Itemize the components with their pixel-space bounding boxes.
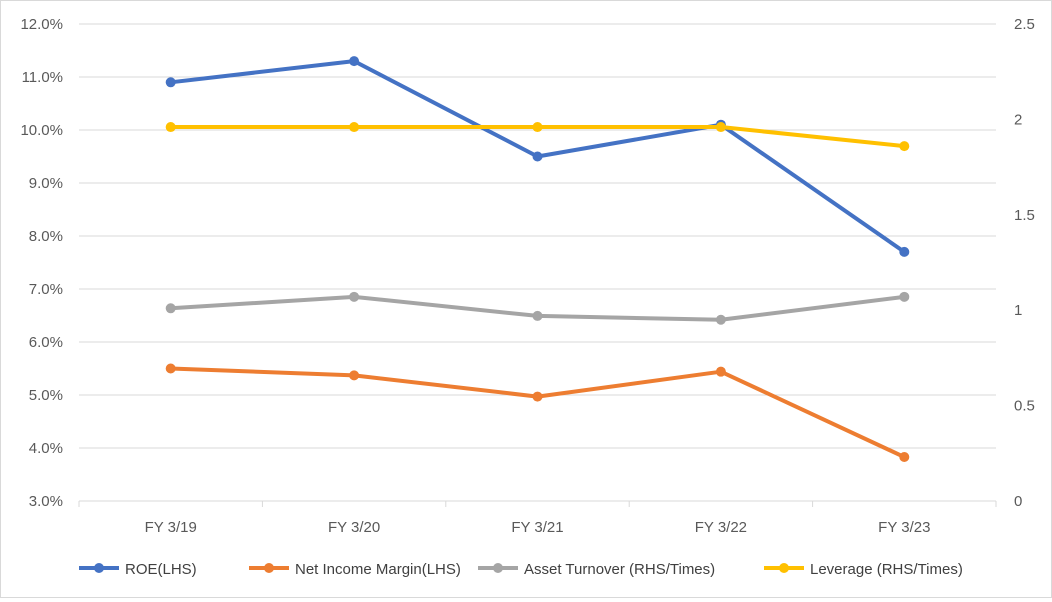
left-tick-label: 4.0% [29,440,63,457]
data-point [532,151,543,162]
data-point [899,246,910,257]
legend-item: Asset Turnover (RHS/Times) [478,561,715,578]
legend-label: Asset Turnover (RHS/Times) [524,561,715,578]
right-tick-label: 2 [1014,111,1022,128]
left-tick-label: 11.0% [22,69,63,86]
series-lines [165,56,910,463]
legend-swatch-marker [94,563,104,573]
legend-swatch-marker [264,563,274,573]
data-point [899,452,910,463]
legend-label: Net Income Margin(LHS) [295,561,461,578]
data-point [532,122,543,133]
legend-label: ROE(LHS) [125,561,197,578]
right-tick-label: 2.5 [1014,16,1035,33]
series-net-income-margin-lhs [165,363,910,463]
legend-swatch-marker [493,563,503,573]
data-point [165,303,176,314]
x-tick-label: FY 3/19 [145,519,197,536]
right-tick-label: 1 [1014,302,1022,319]
right-tick-label: 1.5 [1014,207,1035,224]
series-line [168,366,907,460]
data-point [349,122,360,133]
legend-item: Net Income Margin(LHS) [249,561,461,578]
x-tick-label: FY 3/23 [878,519,930,536]
left-tick-label: 10.0% [20,122,63,139]
left-tick-label: 8.0% [29,228,63,245]
x-axis-ticks: FY 3/19 FY 3/20 FY 3/21 FY 3/22 FY 3/23 [78,501,997,536]
data-point [349,370,360,381]
x-tick-label: FY 3/20 [328,519,380,536]
left-tick-label: 7.0% [29,281,63,298]
left-tick-label: 5.0% [29,387,63,404]
data-point [715,122,726,133]
data-point [715,314,726,325]
data-point [165,363,176,374]
data-point [532,391,543,402]
right-axis-ticks: 0 0.5 1 1.5 2 2.5 [1014,16,1035,510]
data-point [349,291,360,302]
legend: ROE(LHS) Net Income Margin(LHS) Asset Turn… [79,561,963,578]
left-tick-label: 6.0% [29,334,63,351]
left-tick-label: 12.0% [20,16,63,33]
right-tick-label: 0.5 [1014,398,1035,415]
data-point [899,291,910,302]
left-tick-label: 3.0% [29,493,63,510]
legend-item: ROE(LHS) [79,561,197,578]
right-tick-label: 0 [1014,493,1022,510]
series-roe-lhs [165,56,910,257]
legend-item: Leverage (RHS/Times) [764,561,963,578]
gridlines [79,23,996,502]
data-point [165,122,176,133]
x-tick-label: FY 3/22 [695,519,747,536]
left-axis-ticks: 3.0% 4.0% 5.0% 6.0% 7.0% 8.0% 9.0% 10.0% 11.0% 12… [20,16,63,510]
data-point [165,77,176,88]
data-point [349,56,360,67]
series-asset-turnover-rhs-times [165,291,910,325]
data-point [899,141,910,152]
series-leverage-rhs-times [165,122,910,152]
left-tick-label: 9.0% [29,175,63,192]
x-tick-label: FY 3/21 [511,519,563,536]
data-point [715,366,726,377]
data-point [532,310,543,321]
legend-swatch-marker [779,563,789,573]
legend-label: Leverage (RHS/Times) [810,561,963,578]
